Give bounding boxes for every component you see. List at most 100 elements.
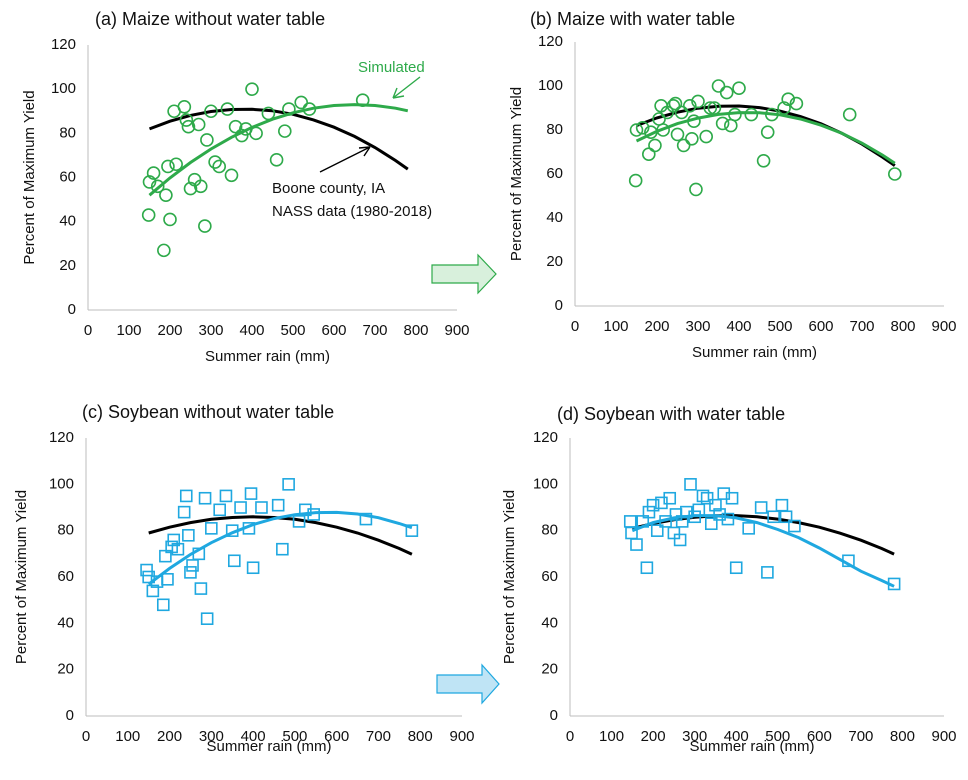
annotation-arrow: [319, 146, 371, 173]
x-tick-label: 900: [449, 728, 474, 745]
point: [725, 491, 739, 505]
point: [224, 168, 239, 183]
point: [728, 107, 742, 122]
point: [182, 528, 195, 542]
y-tick-label: 80: [546, 121, 563, 138]
point: [198, 491, 212, 505]
x-tick-label: 700: [362, 322, 387, 339]
y-tick-label: 60: [59, 168, 76, 185]
point: [674, 105, 689, 120]
x-tick-label: 900: [931, 318, 956, 335]
point: [169, 157, 183, 172]
point: [692, 503, 706, 517]
point: [359, 512, 373, 526]
point: [887, 577, 901, 591]
y-tick-label: 60: [541, 568, 558, 585]
point: [729, 561, 743, 575]
y-tick-label: 40: [59, 213, 76, 230]
point: [719, 85, 734, 100]
point: [761, 566, 774, 579]
point: [715, 116, 730, 131]
point: [198, 219, 212, 233]
point: [699, 129, 714, 144]
x-tick-label: 600: [324, 728, 349, 745]
point: [179, 113, 194, 127]
y-tick-label: 60: [57, 568, 74, 585]
point: [635, 121, 650, 135]
x-tick-label: 0: [82, 728, 90, 745]
point: [684, 478, 697, 491]
fit-curve: [148, 103, 409, 197]
point: [228, 554, 241, 568]
point: [676, 138, 691, 153]
point: [704, 517, 718, 531]
y-tick-label: 100: [49, 475, 74, 492]
point: [282, 478, 295, 491]
point: [675, 515, 689, 528]
point: [703, 101, 718, 115]
x-tick-label: 200: [157, 728, 182, 745]
point: [685, 132, 699, 146]
point: [156, 598, 170, 612]
point: [142, 570, 155, 584]
fit-curve: [148, 107, 409, 171]
x-tick-label: 900: [931, 728, 956, 745]
point: [205, 522, 218, 535]
point: [713, 508, 726, 521]
annotation: NASS data (1980-2018): [272, 203, 432, 220]
point: [680, 505, 693, 519]
point: [775, 498, 789, 512]
point: [234, 128, 249, 143]
x-tick-label: 700: [848, 728, 873, 745]
point: [302, 102, 317, 116]
x-tick-label: 0: [571, 318, 579, 335]
point: [146, 166, 161, 180]
panel-arrow: [436, 663, 500, 705]
y-axis-label: Percent of Maximum Yield: [13, 490, 30, 664]
x-tick-label: 200: [644, 318, 669, 335]
point: [208, 155, 222, 169]
point: [756, 154, 771, 168]
point: [648, 138, 662, 153]
point: [244, 487, 258, 500]
x-tick-label: 800: [890, 318, 915, 335]
point: [200, 133, 214, 147]
point: [641, 147, 656, 161]
y-tick-label: 120: [533, 429, 558, 446]
point: [691, 94, 705, 109]
point: [249, 126, 263, 141]
point: [140, 563, 153, 577]
point: [666, 99, 681, 113]
point: [212, 159, 226, 174]
point: [194, 582, 208, 595]
x-tick-label: 600: [321, 322, 346, 339]
point: [760, 125, 775, 139]
point: [276, 542, 289, 556]
point: [193, 179, 208, 194]
annotation: Simulated: [358, 59, 425, 76]
point: [177, 100, 192, 114]
point: [688, 510, 701, 524]
point: [277, 124, 292, 138]
x-tick-label: 400: [724, 728, 749, 745]
point: [255, 501, 268, 514]
point: [213, 503, 226, 517]
point: [663, 491, 677, 505]
chart-title: (d) Soybean with water table: [557, 404, 785, 424]
x-tick-label: 600: [808, 318, 833, 335]
y-tick-label: 80: [541, 522, 558, 539]
point: [167, 533, 181, 547]
point: [630, 538, 643, 551]
point: [269, 153, 284, 167]
x-tick-label: 0: [84, 322, 92, 339]
y-tick-label: 100: [538, 77, 563, 94]
y-axis-label: Percent of Maximum Yield: [501, 490, 518, 664]
y-tick-label: 40: [546, 209, 563, 226]
y-tick-label: 120: [51, 36, 76, 53]
point: [163, 212, 177, 227]
point: [405, 524, 419, 537]
point: [640, 561, 654, 575]
point: [673, 533, 687, 547]
annotation: Boone county, IA: [272, 180, 385, 197]
point: [779, 510, 793, 524]
